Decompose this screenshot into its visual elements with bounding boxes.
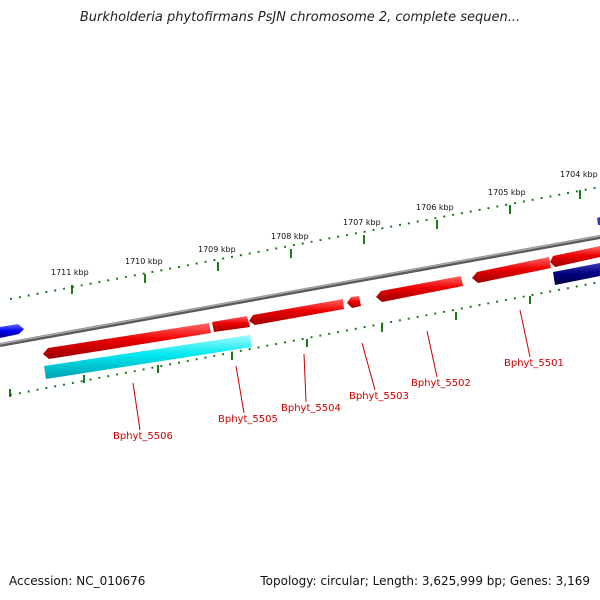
outer-scale-ticks [71, 190, 581, 294]
scale-label-1704: 1704 kbp [560, 170, 598, 179]
gene-red-right[interactable] [550, 246, 600, 267]
gene-navy-edge [597, 217, 600, 225]
gene-label-bphyt-5506: Bphyt_5506 [113, 431, 173, 442]
scale-label-1707: 1707 kbp [343, 218, 381, 227]
map-title: Burkholderia phytofirmans PsJN chromosom… [79, 10, 521, 25]
gene-label-bphyt-5503: Bphyt_5503 [349, 391, 409, 402]
scale-label-1711: 1711 kbp [51, 268, 89, 277]
gene-label-connectors [132, 309, 531, 431]
gene-label-bphyt-5504: Bphyt_5504 [281, 403, 341, 414]
topology-text: Topology: circular; Length: 3,625,999 bp… [260, 574, 590, 588]
scale-label-1710: 1710 kbp [125, 257, 163, 266]
scale-label-1706: 1706 kbp [416, 203, 454, 212]
gene-label-bphyt-5502: Bphyt_5502 [411, 378, 471, 389]
gene-bphyt-5503[interactable] [347, 296, 361, 308]
genome-backbone [0, 235, 600, 347]
gene-label-bphyt-5505: Bphyt_5505 [218, 414, 278, 425]
gene-bphyt-5502[interactable] [376, 276, 463, 302]
scale-label-1705: 1705 kbp [488, 188, 526, 197]
accession-text: Accession: NC_010676 [9, 574, 146, 588]
gene-bphyt-5504[interactable] [249, 299, 344, 325]
inner-scale-ticks [9, 296, 531, 397]
gene-blue-left[interactable] [0, 324, 24, 338]
gene-bphyt-5505-a[interactable] [212, 316, 250, 332]
gene-bphyt-5505[interactable] [44, 335, 252, 379]
gene-navy-right[interactable] [553, 263, 600, 285]
scale-label-1708: 1708 kbp [271, 232, 309, 241]
gene-bphyt-5506[interactable] [43, 323, 211, 359]
inner-scale-track [9, 281, 600, 396]
gene-label-bphyt-5501: Bphyt_5501 [504, 358, 564, 369]
outer-scale-track [9, 186, 600, 300]
scale-label-1709: 1709 kbp [198, 245, 236, 254]
gene-bphyt-5501[interactable] [472, 257, 551, 283]
